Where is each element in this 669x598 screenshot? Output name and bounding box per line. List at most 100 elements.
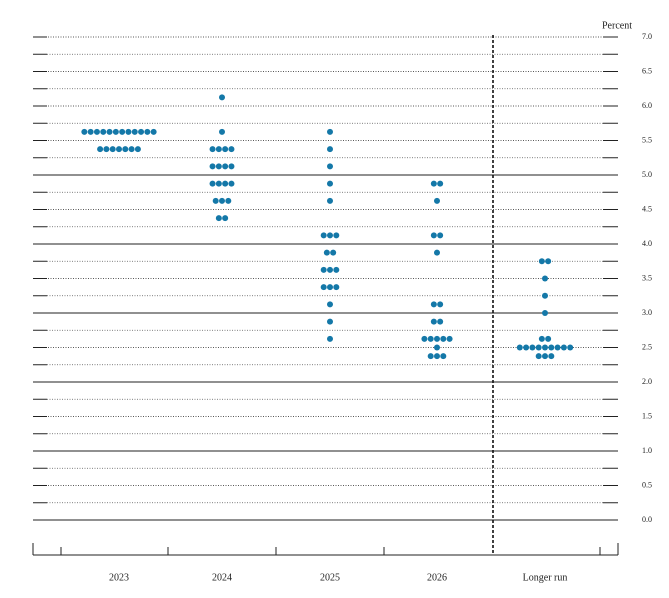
dot — [323, 249, 330, 256]
dot — [545, 258, 552, 265]
dot — [327, 197, 333, 204]
dot — [144, 128, 151, 135]
dot — [215, 215, 222, 222]
y-tick-label: 0.5 — [642, 480, 652, 489]
dot — [128, 146, 135, 153]
dot — [320, 232, 327, 239]
y-tick-label: 7.0 — [642, 32, 652, 41]
dot — [434, 335, 440, 342]
x-tick-label: 2024 — [212, 572, 232, 583]
y-tick-label: 1.0 — [642, 446, 652, 455]
dot — [215, 180, 222, 187]
dot — [212, 197, 219, 204]
dot — [535, 353, 542, 360]
dot — [434, 353, 440, 360]
dot — [327, 232, 333, 239]
y-tick-label: 0.0 — [642, 515, 652, 524]
dot — [112, 128, 119, 135]
dot — [538, 258, 545, 265]
dot — [209, 146, 216, 153]
dot — [440, 335, 447, 342]
dot — [427, 335, 434, 342]
dot — [125, 128, 132, 135]
dot — [330, 249, 337, 256]
dot — [542, 310, 548, 316]
y-tick-label: 2.0 — [642, 377, 652, 386]
dot — [542, 275, 548, 282]
dot — [219, 94, 225, 101]
y-tick-label: 4.0 — [642, 239, 652, 248]
dot — [440, 353, 447, 360]
dot — [103, 146, 110, 153]
dot — [427, 353, 434, 360]
dot — [93, 128, 100, 135]
y-tick-label: 6.5 — [642, 66, 652, 75]
dot — [333, 266, 340, 273]
dot — [327, 146, 333, 153]
dot — [138, 128, 145, 135]
y-tick-label: 3.0 — [642, 308, 652, 317]
y-tick-label: 3.5 — [642, 273, 652, 282]
dot — [209, 163, 216, 170]
x-tick-label: 2023 — [109, 572, 129, 583]
dot — [430, 318, 437, 325]
dot — [327, 128, 333, 135]
dot — [97, 146, 104, 153]
dot — [437, 301, 444, 308]
y-tick-label: 1.5 — [642, 411, 652, 420]
dot — [523, 344, 530, 351]
dot — [228, 146, 235, 153]
dot — [100, 128, 107, 135]
dot — [219, 197, 225, 204]
dot — [434, 197, 440, 204]
dot — [446, 335, 453, 342]
dot — [327, 163, 333, 170]
dot — [81, 128, 88, 135]
dot — [222, 180, 229, 187]
dot — [437, 318, 444, 325]
dot — [327, 301, 333, 308]
dot — [554, 344, 561, 351]
dot — [430, 180, 437, 187]
dot — [109, 146, 116, 153]
dot — [327, 180, 333, 187]
dot — [228, 180, 235, 187]
dot — [225, 197, 232, 204]
dot — [106, 128, 113, 135]
dot — [333, 284, 340, 291]
dot — [529, 344, 536, 351]
dot — [320, 266, 327, 273]
dot — [222, 163, 229, 170]
dot — [545, 335, 552, 342]
y-tick-label: 5.5 — [642, 135, 652, 144]
dot — [548, 344, 555, 351]
dot — [222, 215, 229, 222]
dot — [327, 284, 333, 291]
x-tick-label: Longer run — [523, 572, 568, 583]
dot — [434, 249, 440, 256]
dot — [131, 128, 138, 135]
dot — [434, 344, 440, 351]
dot — [122, 146, 129, 153]
dot — [320, 284, 327, 291]
dot — [327, 335, 333, 342]
dot — [327, 318, 333, 325]
dot — [219, 128, 225, 135]
dot — [134, 146, 141, 153]
dot — [538, 335, 545, 342]
dot — [542, 353, 548, 360]
dot — [535, 344, 542, 351]
dot — [87, 128, 94, 135]
dot — [150, 128, 157, 135]
y-tick-label: 6.0 — [642, 101, 652, 110]
dot — [327, 266, 333, 273]
dot — [215, 163, 222, 170]
y-tick-label: 2.5 — [642, 342, 652, 351]
dot — [116, 146, 122, 153]
dot — [542, 344, 548, 351]
dot — [542, 292, 548, 299]
dot — [209, 180, 216, 187]
dot — [222, 146, 229, 153]
x-tick-label: 2026 — [427, 572, 447, 583]
